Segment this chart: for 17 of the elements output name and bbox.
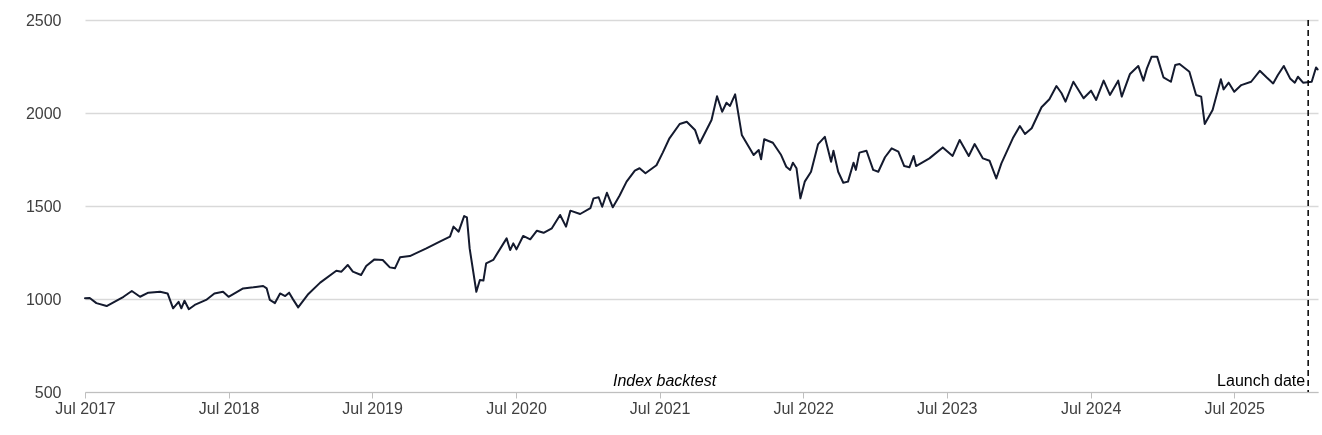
x-tick-label: Jul 2019 <box>342 399 403 417</box>
x-tick-label: Jul 2022 <box>773 399 835 417</box>
y-tick-label: 2500 <box>25 11 62 29</box>
y-tick-label: 2000 <box>25 104 62 122</box>
y-tick-label: 1000 <box>25 290 62 308</box>
x-tick-label: Jul 2018 <box>198 399 260 417</box>
x-tick-label: Jul 2021 <box>629 399 691 417</box>
line-series <box>84 55 1319 311</box>
annotation: Index backtest <box>612 372 717 389</box>
ref-line-label: Launch date <box>1217 372 1306 389</box>
x-tick-label: Jul 2024 <box>1060 399 1122 417</box>
x-tick-label: Jul 2020 <box>486 399 547 417</box>
y-tick-label: 500 <box>34 383 62 401</box>
x-tick-label: Jul 2025 <box>1204 399 1266 417</box>
x-tick-label: Jul 2017 <box>55 399 116 417</box>
y-tick-label: 1500 <box>25 197 62 215</box>
x-tick-label: Jul 2023 <box>916 399 978 417</box>
